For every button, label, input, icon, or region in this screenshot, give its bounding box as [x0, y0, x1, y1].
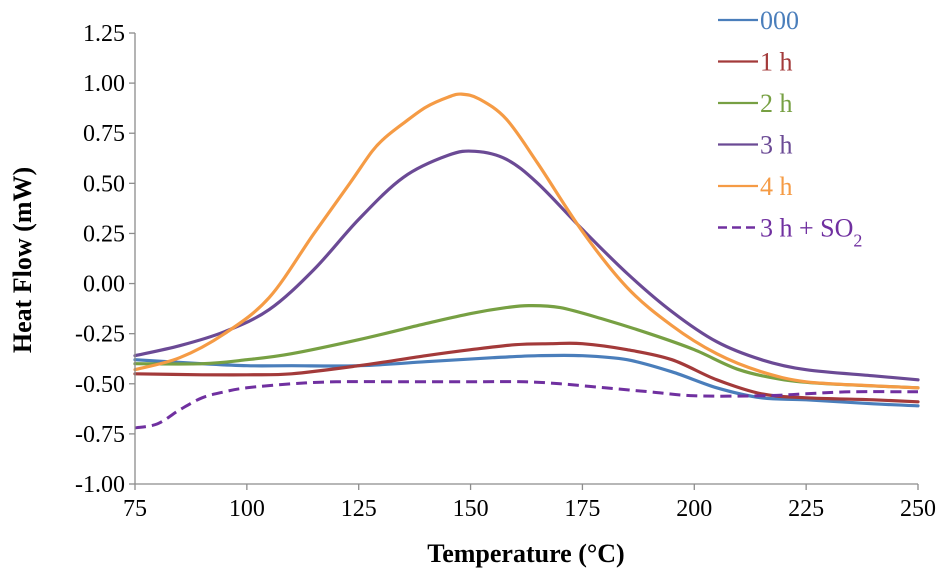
y-tick-label: 1.00 — [83, 71, 125, 97]
y-tick-label: -0.50 — [75, 372, 125, 398]
y-tick-label: 0.75 — [83, 121, 125, 147]
y-tick-label: -0.75 — [75, 422, 125, 448]
y-tick-label: -0.25 — [75, 322, 125, 348]
series-line-5 — [134, 380, 919, 430]
x-tick-label: 100 — [229, 496, 265, 522]
x-axis-title: Temperature (°C) — [427, 539, 624, 568]
legend-label-3: 3 h — [760, 131, 793, 160]
y-tick-label: 0.50 — [83, 171, 125, 197]
legend-label-4: 4 h — [760, 172, 793, 201]
legend-label-5: 3 h + SO2 — [760, 214, 862, 251]
legend: 000 1 h 2 h 3 h 4 h 3 h + SO2 — [718, 6, 862, 251]
x-tick-label: 75 — [123, 496, 147, 522]
axes — [129, 32, 919, 490]
plot-lines — [133, 92, 920, 430]
x-tick-labels: 75 100 125 150 175 200 225 250 — [123, 496, 936, 522]
x-tick-label: 200 — [676, 496, 712, 522]
y-tick-label: -1.00 — [75, 472, 125, 498]
x-tick-label: 225 — [788, 496, 824, 522]
y-tick-labels: -1.00 -0.75 -0.50 -0.25 0.00 0.25 0.50 0.75 1.00… — [75, 21, 125, 498]
series-line-0 — [133, 353, 920, 408]
y-tick-label: 1.25 — [83, 21, 125, 47]
series-line-3 — [133, 149, 920, 382]
legend-label-2: 2 h — [760, 89, 793, 118]
x-tick-label: 175 — [564, 496, 600, 522]
y-axis-title: Heat Flow (mW) — [8, 167, 37, 353]
legend-label-0: 000 — [760, 6, 799, 35]
x-tick-label: 250 — [900, 496, 936, 522]
y-tick-label: 0.25 — [83, 221, 125, 247]
series-line-1 — [133, 341, 920, 404]
x-tick-label: 125 — [341, 496, 377, 522]
y-tick-label: 0.00 — [83, 272, 125, 298]
series-line-2 — [133, 303, 920, 390]
legend-label-1: 1 h — [760, 48, 793, 77]
x-tick-label: 150 — [453, 496, 489, 522]
series-line-4 — [133, 92, 920, 390]
